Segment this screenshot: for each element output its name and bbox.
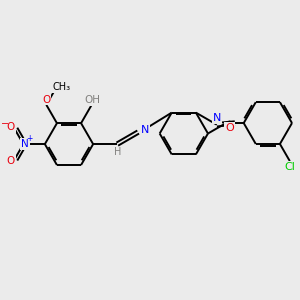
Text: H: H [114, 147, 121, 158]
Text: CH₃: CH₃ [53, 82, 71, 92]
Text: OH: OH [84, 95, 100, 105]
Text: N: N [213, 113, 221, 123]
Text: N: N [140, 125, 149, 135]
Text: O: O [7, 122, 15, 132]
Text: O: O [42, 94, 50, 104]
Text: O: O [225, 123, 234, 133]
Text: N: N [21, 139, 29, 149]
Text: +: + [26, 134, 32, 143]
Text: Cl: Cl [284, 162, 295, 172]
Text: −: − [1, 119, 9, 129]
Text: O: O [7, 156, 15, 166]
